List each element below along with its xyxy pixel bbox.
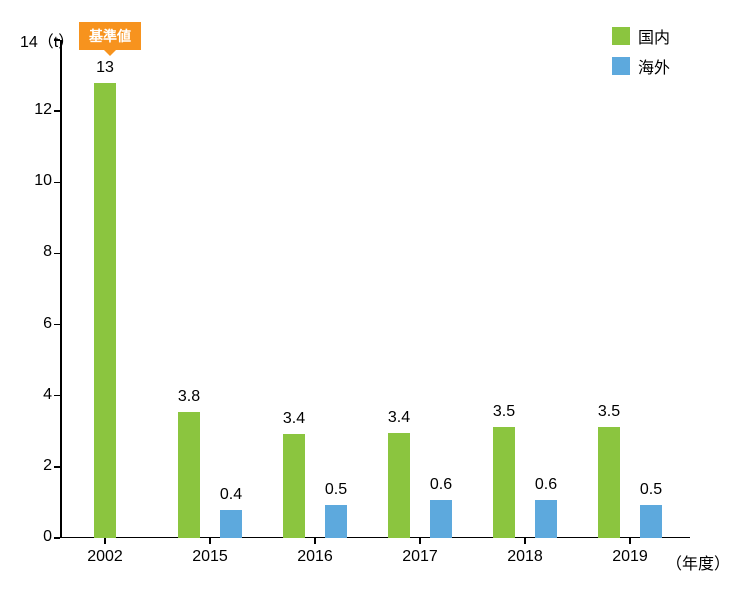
- bar-value-label: 3.5: [598, 403, 620, 421]
- bar: [430, 500, 452, 538]
- x-tick-label: 2019: [612, 548, 648, 566]
- x-tick-mark: [524, 538, 526, 544]
- bar: [598, 427, 620, 538]
- bar: [220, 510, 242, 538]
- bar-value-label: 0.6: [535, 476, 557, 494]
- bar-value-label: 0.5: [640, 481, 662, 499]
- bar: [325, 505, 347, 538]
- x-axis-title: （年度）: [666, 550, 730, 574]
- x-axis-line: [60, 537, 690, 539]
- bar-value-label: 3.4: [388, 409, 410, 427]
- plot-area: 13 3.8 0.4 3.4 0.5 3.4 0.6 3.5 0.6 3.5 0.5: [60, 40, 690, 538]
- y-tick-label: 12: [12, 101, 52, 119]
- y-tick-mark: [54, 253, 60, 255]
- bar-value-label: 3.4: [283, 410, 305, 428]
- bar: [178, 412, 200, 538]
- x-tick-label: 2017: [402, 548, 438, 566]
- y-tick-mark: [54, 395, 60, 397]
- y-axis-line: [60, 40, 62, 538]
- y-tick-label: 8: [12, 243, 52, 261]
- bar-value-label: 0.5: [325, 481, 347, 499]
- bar: [535, 500, 557, 538]
- x-tick-mark: [104, 538, 106, 544]
- x-tick-mark: [209, 538, 211, 544]
- x-tick-mark: [629, 538, 631, 544]
- y-tick-mark: [54, 39, 60, 41]
- bar: [388, 433, 410, 538]
- x-tick-label: 2002: [87, 548, 123, 566]
- bar: [493, 427, 515, 538]
- y-tick-label: 4: [12, 386, 52, 404]
- y-tick-mark: [54, 110, 60, 112]
- y-tick-label: 6: [12, 315, 52, 333]
- y-tick-label: 2: [12, 457, 52, 475]
- y-tick-mark: [54, 537, 60, 539]
- bar-value-label: 3.5: [493, 403, 515, 421]
- bar-value-label: 3.8: [178, 388, 200, 406]
- y-tick-label: 10: [12, 172, 52, 190]
- y-tick-mark: [54, 324, 60, 326]
- chart-container: 国内 海外 14（t） 133.80.43.40.53.40.63.50.63.…: [0, 0, 750, 600]
- bar-value-label: 0.6: [430, 476, 452, 494]
- bar-value-label: 0.4: [220, 486, 242, 504]
- bar: [640, 505, 662, 538]
- y-tick-mark: [54, 466, 60, 468]
- y-tick-label: 0: [12, 528, 52, 546]
- x-tick-mark: [314, 538, 316, 544]
- x-tick-label: 2018: [507, 548, 543, 566]
- baseline-badge: 基準値: [79, 22, 141, 50]
- bar: [283, 434, 305, 538]
- x-tick-mark: [419, 538, 421, 544]
- x-tick-label: 2016: [297, 548, 333, 566]
- x-tick-label: 2015: [192, 548, 228, 566]
- y-tick-mark: [54, 182, 60, 184]
- bar: [94, 83, 116, 538]
- bar-value-label: 13: [96, 59, 114, 77]
